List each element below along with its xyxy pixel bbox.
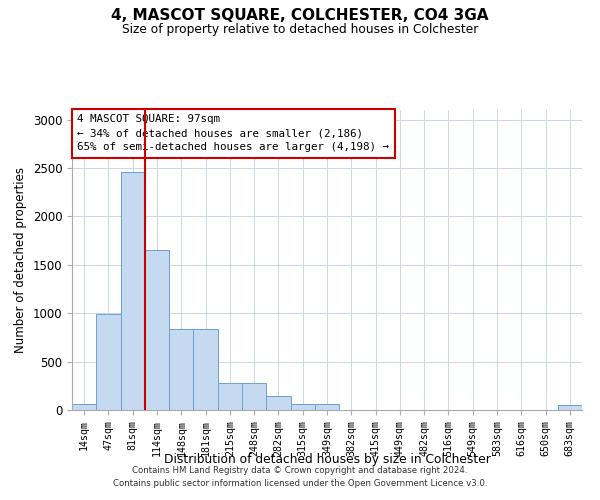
- Text: Size of property relative to detached houses in Colchester: Size of property relative to detached ho…: [122, 22, 478, 36]
- Bar: [266, 396, 290, 410]
- Bar: [558, 405, 582, 410]
- Y-axis label: Number of detached properties: Number of detached properties: [14, 167, 27, 353]
- Bar: [315, 404, 339, 410]
- Bar: [218, 383, 242, 410]
- Bar: [145, 250, 169, 410]
- Bar: [193, 328, 218, 410]
- Bar: [121, 172, 145, 410]
- Bar: [96, 314, 121, 410]
- Bar: [242, 383, 266, 410]
- Text: Distribution of detached houses by size in Colchester: Distribution of detached houses by size …: [164, 452, 490, 466]
- Text: 4 MASCOT SQUARE: 97sqm
← 34% of detached houses are smaller (2,186)
65% of semi-: 4 MASCOT SQUARE: 97sqm ← 34% of detached…: [77, 114, 389, 152]
- Bar: [72, 404, 96, 410]
- Text: Contains HM Land Registry data © Crown copyright and database right 2024.
Contai: Contains HM Land Registry data © Crown c…: [113, 466, 487, 487]
- Bar: [290, 404, 315, 410]
- Text: 4, MASCOT SQUARE, COLCHESTER, CO4 3GA: 4, MASCOT SQUARE, COLCHESTER, CO4 3GA: [111, 8, 489, 22]
- Bar: [169, 328, 193, 410]
